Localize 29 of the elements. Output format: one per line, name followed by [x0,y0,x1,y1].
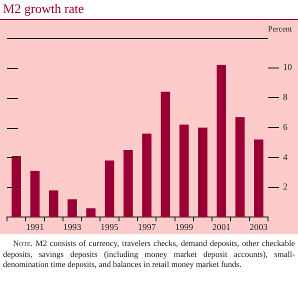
bar [160,92,170,218]
bar [235,117,245,218]
y-tick-label: 4 [283,152,288,162]
bar [254,140,264,218]
bar [198,128,208,218]
x-tick-label: 1993 [63,222,82,232]
bar [48,190,58,218]
x-tick-label: 1991 [26,222,44,232]
bar [179,124,189,218]
y-tick-label: 6 [283,122,288,132]
bar [142,134,152,218]
y-tick-label: 2 [283,182,288,192]
chart-title: M2 growth rate [2,0,85,18]
bar [216,64,226,218]
y-tick-label: 8 [283,92,288,102]
bar [12,156,21,218]
bar [86,208,96,218]
x-tick-label: 1995 [100,222,120,232]
bar [68,199,77,218]
x-tick-label: 1999 [175,222,194,232]
x-tick-label: 2001 [212,222,230,232]
x-tick-label: 1997 [138,222,156,232]
y-axis-title: Percent [268,24,293,34]
bar [104,160,114,218]
text: Note. M2 consists of currency, travelers checks, demand deposits, other checkable deposits, savings deposits (including money market deposit accounts), small-denomination time deposits, and balances in retail money market funds. [2,238,296,270]
bar [124,150,133,218]
x-tick-label: 2003 [250,222,268,232]
bar [30,170,40,218]
y-tick-label: 10 [283,62,292,72]
